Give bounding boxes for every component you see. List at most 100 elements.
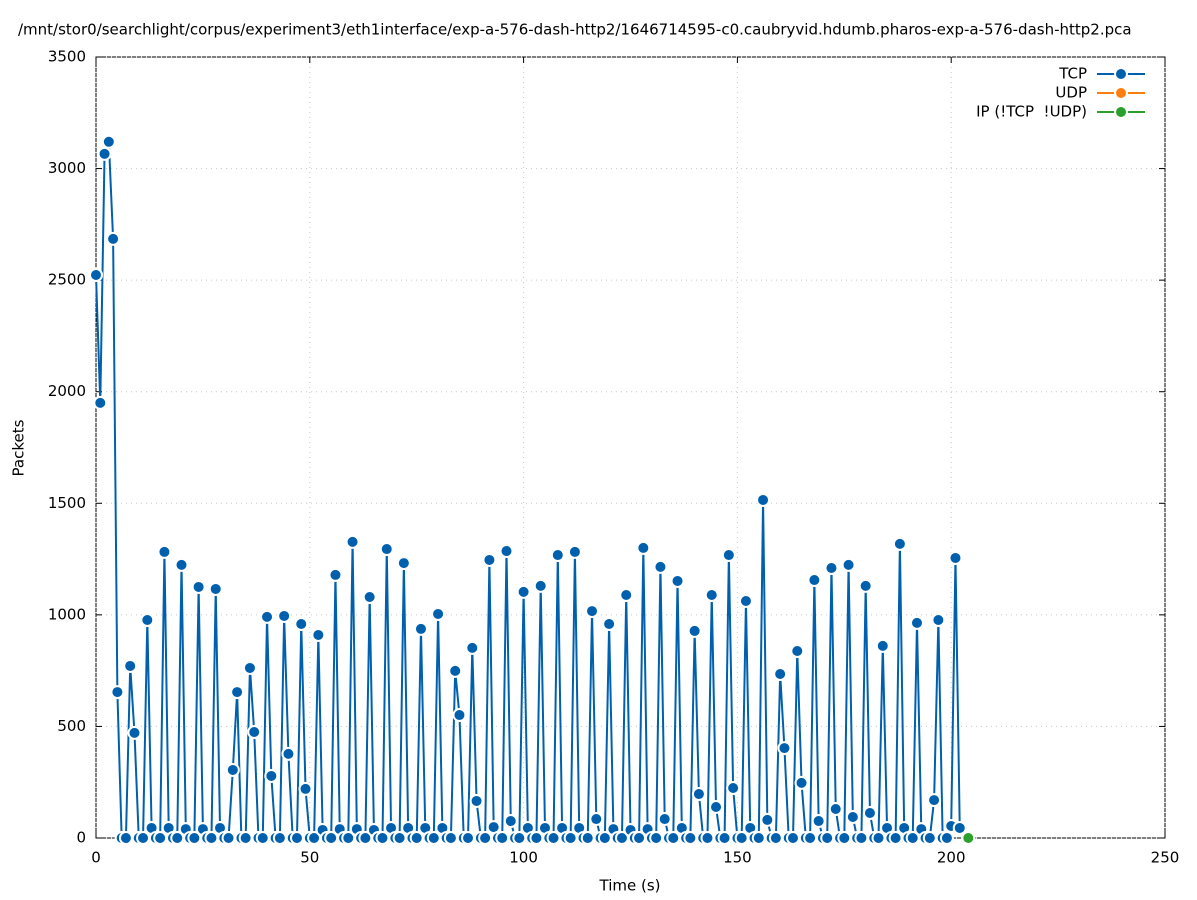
data-point	[862, 806, 877, 821]
data-point	[140, 612, 155, 627]
data-point	[277, 608, 292, 623]
legend-marker	[1114, 86, 1128, 100]
data-point	[807, 573, 822, 588]
data-point	[909, 615, 924, 630]
data-point	[478, 831, 493, 845]
data-point	[123, 658, 138, 673]
data-point	[589, 812, 604, 827]
data-point	[512, 831, 527, 845]
data-point	[204, 831, 219, 845]
data-point	[845, 810, 860, 825]
data-point	[529, 831, 544, 845]
legend-marker	[1114, 105, 1128, 119]
data-point	[657, 812, 672, 827]
data-point	[803, 831, 818, 845]
data-point	[448, 663, 463, 678]
data-point	[691, 787, 706, 802]
data-point	[208, 581, 223, 596]
data-point	[738, 594, 753, 609]
data-point	[101, 134, 116, 149]
data-point	[242, 660, 257, 675]
y-tick-label: 3000	[48, 159, 86, 177]
data-point	[396, 556, 411, 571]
data-point	[704, 587, 719, 602]
x-tick-label: 150	[723, 849, 752, 867]
data-point	[756, 492, 771, 507]
data-point	[824, 560, 839, 575]
x-tick-label: 100	[509, 849, 538, 867]
data-point	[820, 831, 835, 845]
data-point	[922, 831, 937, 845]
x-tick-label: 50	[300, 849, 319, 867]
data-point	[298, 781, 313, 796]
data-point	[666, 831, 681, 845]
data-point	[392, 831, 407, 845]
data-point	[260, 609, 275, 624]
data-point	[875, 638, 890, 653]
data-point	[580, 831, 595, 845]
data-point	[136, 831, 151, 845]
data-point	[948, 550, 963, 565]
data-point	[785, 831, 800, 845]
y-axis-label: Packets	[10, 419, 28, 476]
data-point	[854, 831, 869, 845]
data-point	[567, 544, 582, 559]
y-tick-label: 0	[76, 829, 86, 847]
data-point	[311, 627, 326, 642]
chart-title: /mnt/stor0/searchlight/corpus/experiment…	[18, 21, 1132, 39]
data-point	[760, 812, 775, 827]
data-point	[469, 793, 484, 808]
data-point	[465, 640, 480, 655]
y-tick-label: 3500	[48, 48, 86, 66]
data-point	[777, 741, 792, 756]
y-tick-label: 1000	[48, 605, 86, 623]
data-point	[888, 831, 903, 845]
data-point	[636, 540, 651, 555]
data-point	[452, 708, 467, 723]
data-point	[264, 768, 279, 783]
data-point	[110, 685, 125, 700]
data-point	[289, 831, 304, 845]
data-point	[649, 831, 664, 845]
data-point	[461, 831, 476, 845]
data-point	[837, 831, 852, 845]
data-point	[931, 612, 946, 627]
y-tick-label: 2500	[48, 271, 86, 289]
data-point	[721, 548, 736, 563]
data-point	[362, 590, 377, 605]
data-point	[238, 831, 253, 845]
y-tick-label: 1500	[48, 494, 86, 512]
data-point	[255, 831, 270, 845]
data-point	[272, 831, 287, 845]
data-point	[563, 831, 578, 845]
data-point	[225, 762, 240, 777]
data-point	[106, 231, 121, 246]
data-point	[751, 831, 766, 845]
data-point	[495, 831, 510, 845]
data-point	[97, 146, 112, 161]
y-tick-label: 2000	[48, 382, 86, 400]
data-point	[127, 725, 142, 740]
legend-label: IP (!TCP !UDP)	[976, 103, 1087, 121]
data-point	[409, 831, 424, 845]
data-point	[546, 831, 561, 845]
data-point	[157, 544, 172, 559]
x-tick-label: 200	[937, 849, 966, 867]
x-tick-label: 250	[1151, 849, 1180, 867]
data-point	[709, 799, 724, 814]
data-point	[961, 831, 976, 845]
data-point	[602, 617, 617, 632]
data-point	[550, 548, 565, 563]
data-point	[858, 578, 873, 593]
data-point	[585, 604, 600, 619]
data-point	[790, 644, 805, 659]
data-point	[841, 557, 856, 572]
data-point	[191, 579, 206, 594]
data-point	[927, 793, 942, 808]
x-tick-label: 0	[91, 849, 101, 867]
data-point	[533, 578, 548, 593]
data-point	[413, 621, 428, 636]
data-point	[734, 831, 749, 845]
legend-marker	[1114, 67, 1128, 81]
data-point	[118, 831, 133, 845]
